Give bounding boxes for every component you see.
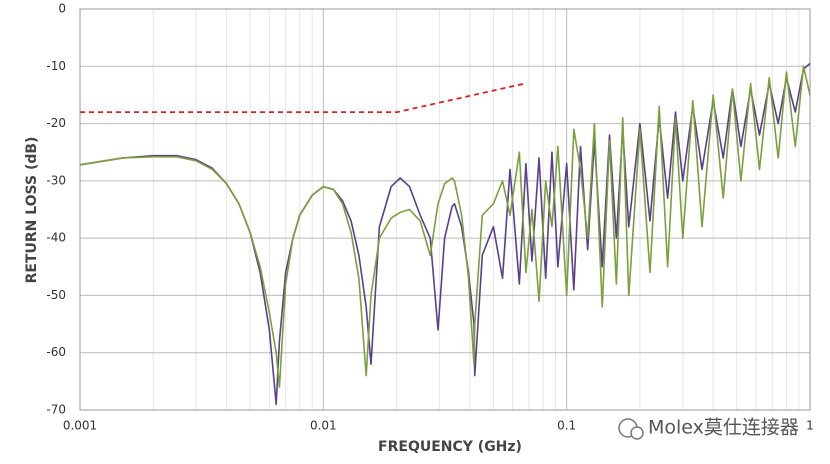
x-tick-label: 0.01 [310, 419, 337, 433]
x-axis-title: FREQUENCY (GHz) [378, 439, 522, 455]
series-line [79, 65, 811, 388]
y-axis-title: RETURN LOSS (dB) [24, 137, 40, 284]
y-tick-label: -60 [46, 345, 66, 359]
lines [79, 62, 811, 406]
x-tick-label: 1 [806, 419, 814, 433]
y-tick-label: -10 [46, 59, 66, 73]
y-tick-label: -40 [46, 231, 66, 245]
y-tick-label: -20 [46, 116, 66, 130]
watermark-text: Molex莫仕连接器 [648, 417, 799, 439]
y-tick-label: 0 [58, 2, 66, 16]
series-line [80, 82, 526, 114]
y-tick-label: -70 [46, 403, 66, 417]
plot-frame [79, 8, 811, 411]
watermark: Molex莫仕连接器 [618, 417, 799, 440]
y-tick-label: -50 [46, 288, 66, 302]
watermark-icon [630, 426, 644, 440]
x-tick-label: 0.1 [557, 419, 576, 433]
x-tick-label: 0.001 [63, 419, 97, 433]
y-tick-label: -30 [46, 173, 66, 187]
